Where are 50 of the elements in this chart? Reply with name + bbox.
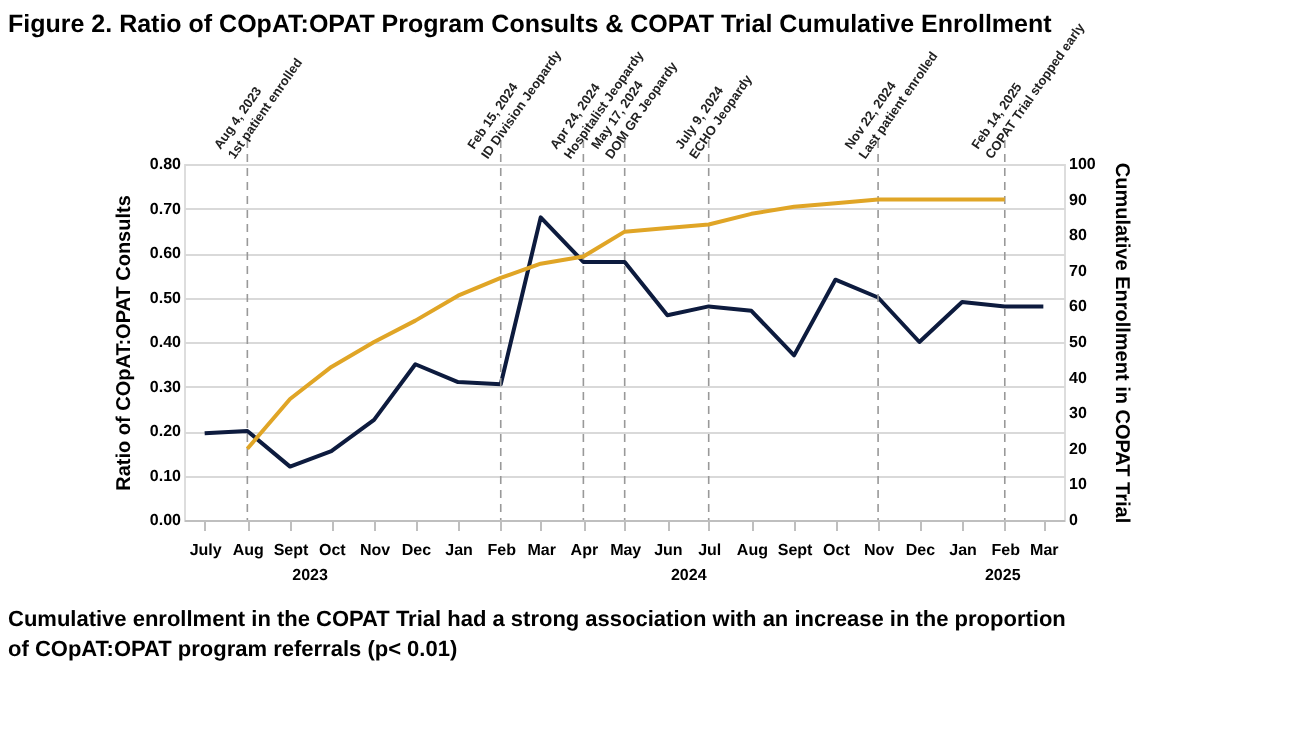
- x-tick-label: Oct: [823, 541, 851, 559]
- x-tick-label: Aug: [232, 541, 265, 559]
- chart-title: Figure 2. Ratio of COpAT:OPAT Program Consults & COPAT Trial Cumulative Enrollment: [8, 10, 1054, 38]
- y2-tick-label: 30: [1069, 404, 1088, 423]
- y-tick-label: 0.00: [149, 511, 183, 529]
- y2-tick-label: 50: [1069, 333, 1088, 351]
- y2-tick-label: 0: [1069, 511, 1079, 529]
- y2-axis-title: Cumulative Enrollment in COPAT Trial: [1109, 162, 1132, 524]
- x-tick-label: Nov: [359, 541, 392, 559]
- text: Cumulative enrollment in the COPAT Trial had a strong association with an increase in the proportion of COpAT:OPAT program referrals (p< 0.01): [8, 608, 1067, 662]
- y-tick-label: 0.10: [149, 466, 183, 485]
- x-tick-label: Dec: [401, 541, 433, 559]
- x-tick-label: Nov: [863, 541, 896, 559]
- x-tick-label: Sept: [273, 541, 310, 559]
- text: 2025: [984, 566, 1022, 584]
- x-tick-label: Feb: [991, 541, 1021, 559]
- x-tick-label: Feb: [487, 541, 517, 559]
- x-tick-label: Jan: [949, 541, 978, 559]
- x-tick-label: Apr: [570, 541, 599, 559]
- text: 2023: [292, 566, 329, 584]
- y-tick-label: 0.70: [149, 199, 183, 218]
- x-tick-label: Jan: [445, 541, 474, 559]
- x-tick-label: Jun: [654, 541, 683, 559]
- y2-tick-label: 10: [1069, 475, 1088, 494]
- line-series: [202, 215, 1046, 469]
- y2-tick-label: 70: [1069, 261, 1088, 280]
- y-tick-label: 0.80: [149, 155, 183, 173]
- y2-tick-label: 40: [1069, 368, 1088, 387]
- y-tick-label: 0.40: [149, 333, 183, 351]
- y-axis-title: Ratio of COpAT:OPAT Consults: [113, 194, 136, 491]
- x-tick-label: Dec: [905, 541, 937, 559]
- y-tick-label: 0.20: [149, 422, 183, 440]
- x-tick-label: Oct: [319, 541, 347, 559]
- x-tick-label: Mar: [527, 541, 556, 559]
- text: 2024: [670, 566, 708, 584]
- y2-tick-label: 60: [1069, 297, 1088, 316]
- y-tick-label: 0.30: [149, 377, 183, 396]
- y2-tick-label: 90: [1069, 190, 1088, 209]
- y-tick-label: 0.50: [149, 288, 183, 307]
- y2-tick-label: 100: [1069, 155, 1097, 173]
- y2-tick-label: 80: [1069, 226, 1088, 245]
- y-tick-label: 0.60: [149, 244, 183, 262]
- x-tick-label: Mar: [1030, 541, 1059, 559]
- line-series: [245, 197, 1007, 451]
- y2-tick-label: 20: [1069, 439, 1088, 458]
- x-tick-label: July: [189, 541, 223, 559]
- x-tick-label: May: [610, 541, 643, 559]
- x-tick-label: Jul: [698, 541, 722, 559]
- x-tick-label: Aug: [736, 541, 769, 559]
- x-tick-label: Sept: [777, 541, 814, 559]
